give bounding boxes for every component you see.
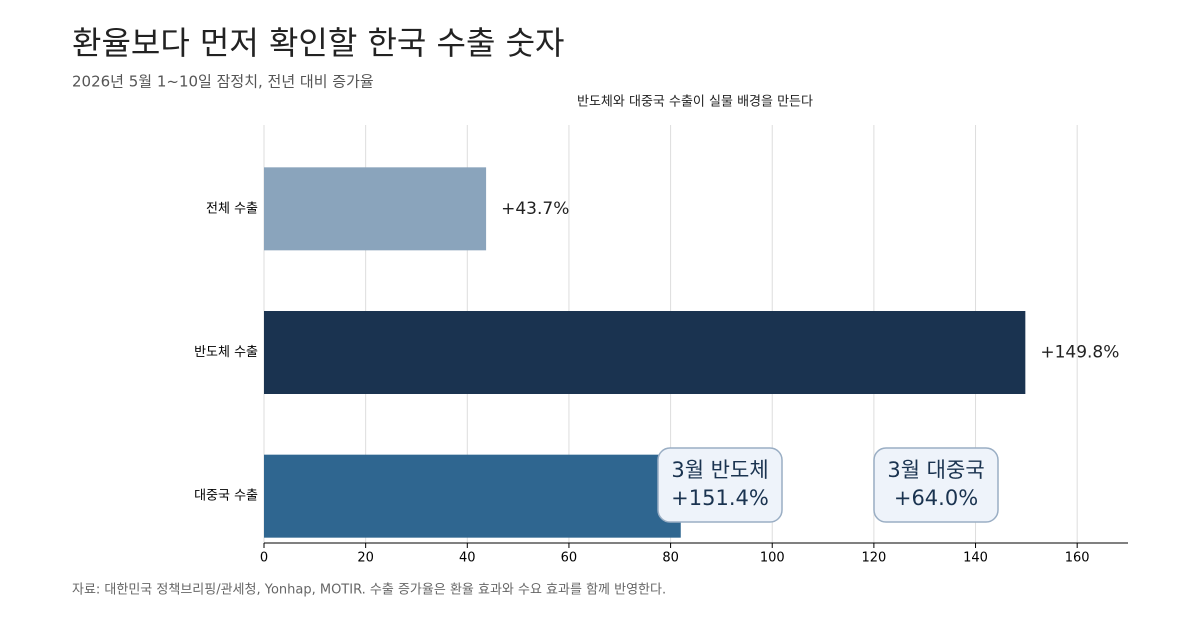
annotation-text: +64.0% [894, 486, 978, 510]
chart-title: 환율보다 먼저 확인할 한국 수출 숫자 [72, 24, 564, 62]
y-tick-label: 전체 수출 [206, 201, 258, 216]
x-tick-label: 100 [760, 551, 785, 566]
x-tick-label: 0 [260, 551, 268, 566]
annotation-box [873, 447, 999, 523]
x-tick-label: 120 [861, 551, 886, 566]
x-tick-label: 40 [459, 551, 476, 566]
x-tick-label: 20 [357, 551, 374, 566]
annotation-text: +151.4% [671, 486, 769, 510]
bar [264, 454, 681, 538]
x-tick-label: 60 [561, 551, 578, 566]
value-label: +43.7% [501, 199, 569, 219]
plot-title: 반도체와 대중국 수출이 실물 배경을 만든다 [577, 95, 813, 110]
value-label: +149.8% [1040, 343, 1119, 363]
source-note: 자료: 대한민국 정책브리핑/관세청, Yonhap, MOTIR. 수출 증가… [72, 583, 666, 598]
chart-subtitle: 2026년 5월 1~10일 잠정치, 전년 대비 증가율 [72, 73, 374, 91]
annotation-box [657, 447, 783, 523]
y-tick-label: 대중국 수출 [194, 489, 258, 504]
annotation-text: 3월 대중국 [887, 458, 984, 482]
annotation-text: 3월 반도체 [671, 458, 768, 482]
x-tick-label: 160 [1065, 551, 1090, 566]
bar [264, 167, 487, 251]
x-tick-label: 80 [662, 551, 679, 566]
y-tick-label: 반도체 수출 [194, 345, 258, 360]
bar [264, 311, 1026, 394]
x-tick-label: 140 [963, 551, 988, 566]
